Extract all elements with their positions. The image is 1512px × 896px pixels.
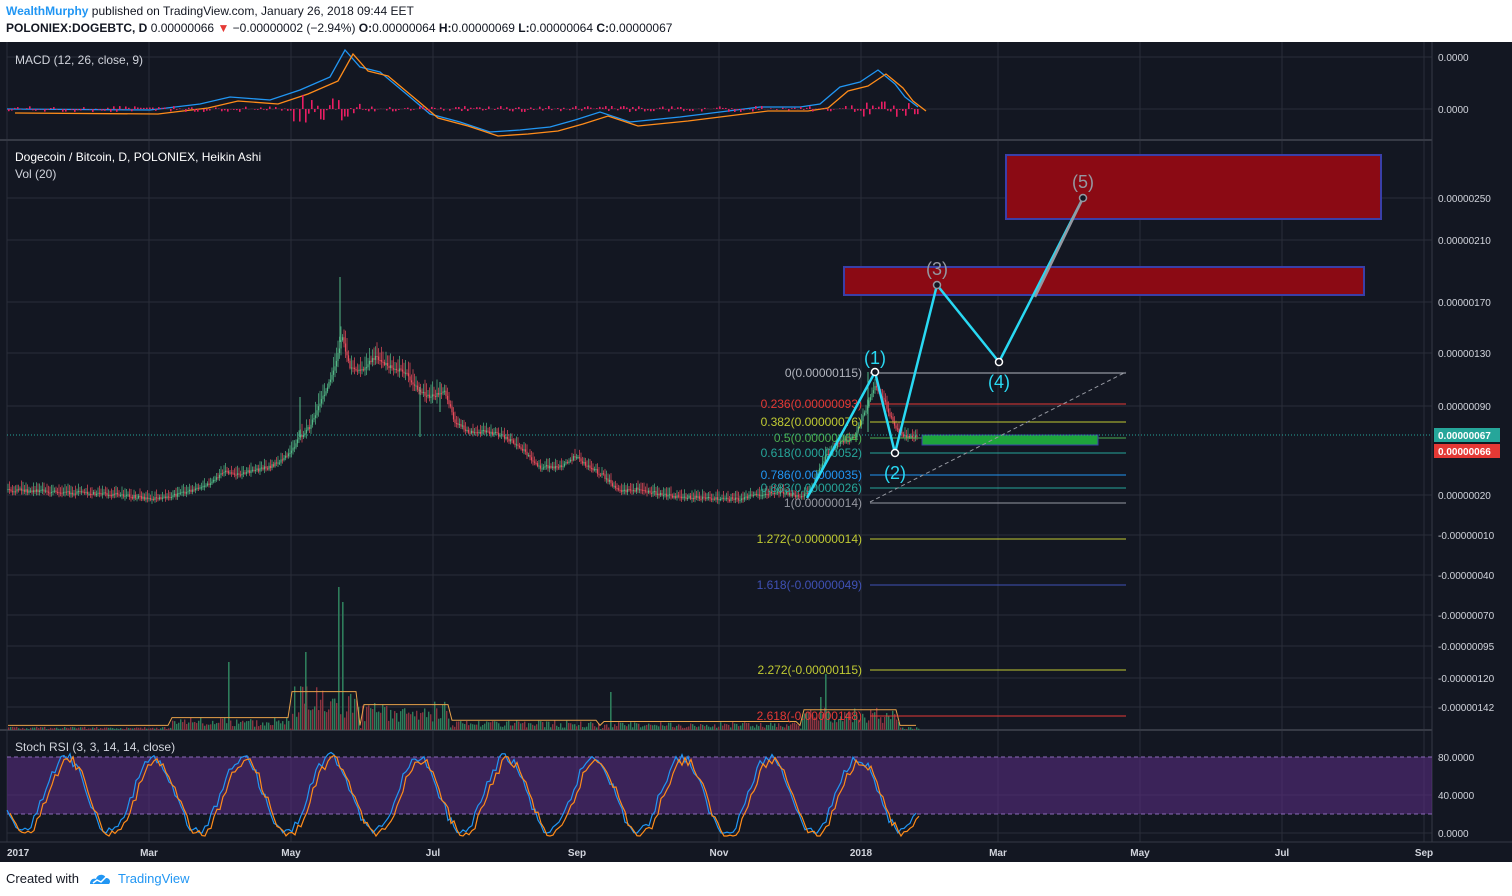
chart-canvas[interactable]: 0(0.00000115) 0.236(0.00000093) 0.382(0.00… — [0, 42, 1512, 862]
y-axis-label: -0.00000095 — [1438, 642, 1495, 653]
y-axis-label: 0.00000210 — [1438, 236, 1491, 247]
wave5-target-box[interactable] — [1005, 154, 1382, 220]
down-arrow-icon: ▼ — [217, 21, 230, 35]
y-axis-label: 0.00000130 — [1438, 349, 1491, 360]
macd-axis-label: 0.0000 — [1438, 105, 1469, 116]
close-value: 0.00000067 — [609, 21, 673, 35]
high-label: H: — [438, 21, 452, 35]
wave3-target-box[interactable] — [843, 266, 1365, 296]
x-axis-label: May — [281, 848, 301, 859]
x-axis-label: Jul — [426, 848, 441, 859]
price-tag-red-text: 0.00000066 — [1438, 447, 1491, 458]
stoch-axis-label: 80.0000 — [1438, 753, 1475, 764]
y-axis-label: 0.00000250 — [1438, 194, 1491, 205]
stoch-title: Stoch RSI (3, 3, 14, 14, close) — [15, 740, 175, 754]
x-axis-label: Mar — [989, 848, 1007, 859]
y-axis-label: 0.00000090 — [1438, 402, 1491, 413]
fib-level-label: 1.272(-0.00000014) — [757, 532, 862, 546]
publish-info: WealthMurphy published on TradingView.co… — [6, 4, 414, 18]
y-axis-label: 0.00000170 — [1438, 298, 1491, 309]
fib-level-label: 1.618(-0.00000049) — [757, 578, 862, 592]
wave-1-label: (1) — [864, 348, 886, 368]
x-axis-label: Jul — [1275, 848, 1290, 859]
published-text: published on TradingView.com, January 26… — [91, 4, 414, 18]
main-title: Dogecoin / Bitcoin, D, POLONIEX, Heikin … — [15, 150, 261, 164]
author-link[interactable]: WealthMurphy — [6, 4, 89, 18]
last-price: 0.00000066 — [150, 21, 215, 35]
stoch-axis-label: 40.0000 — [1438, 791, 1475, 802]
x-axis-label: May — [1130, 848, 1150, 859]
chart-header: WealthMurphy published on TradingView.co… — [0, 0, 1512, 42]
stoch-axis-label: 0.0000 — [1438, 829, 1469, 840]
y-axis-label: -0.00000120 — [1438, 674, 1495, 685]
tradingview-logo-icon[interactable] — [88, 870, 112, 886]
price-tag-red — [1434, 444, 1500, 458]
close-label: C: — [596, 21, 610, 35]
y-axis-label: -0.00000142 — [1438, 703, 1495, 714]
fib-level-label: 1(0.00000014) — [784, 496, 862, 510]
y-axis-label: -0.00000040 — [1438, 571, 1495, 582]
elliott-wave-path[interactable] — [805, 197, 1085, 499]
macd-title: MACD (12, 26, close, 9) — [15, 53, 143, 67]
y-axis-label: -0.00000070 — [1438, 611, 1495, 622]
tradingview-link[interactable]: TradingView — [118, 871, 190, 886]
volume-title: Vol (20) — [15, 167, 56, 181]
low-label: L: — [518, 21, 530, 35]
fib-level-label: 2.618(-0.00000148) — [757, 709, 862, 723]
support-box[interactable] — [921, 434, 1099, 446]
x-axis-label: 2017 — [7, 848, 30, 859]
y-axis-label: -0.00000010 — [1438, 531, 1495, 542]
wave-5-label: (5) — [1072, 172, 1094, 192]
x-axis-label: Mar — [140, 848, 158, 859]
fib-level-label: 0.236(0.00000093) — [761, 397, 862, 411]
wave-3-label: (3) — [926, 259, 948, 279]
stoch-band — [7, 757, 1432, 814]
x-axis-label: Sep — [1415, 848, 1433, 859]
x-axis-label: 2018 — [850, 848, 873, 859]
open-label: O: — [358, 21, 373, 35]
ohlc-info: POLONIEX:DOGEBTC, D 0.00000066 ▼ −0.0000… — [6, 21, 672, 35]
fib-level-label: 0.618(0.00000052) — [761, 446, 862, 460]
fib-level-label: 0.5(0.00000064) — [774, 431, 862, 445]
fib-level-label: 2.272(-0.00000115) — [757, 663, 862, 677]
wave-2-label: (2) — [884, 463, 906, 483]
created-with-text: Created with — [6, 871, 79, 886]
high-value: 0.00000069 — [451, 21, 515, 35]
trend-line[interactable] — [869, 371, 1127, 503]
wave-4-label: (4) — [988, 372, 1010, 392]
price-change: −0.00000002 (−2.94%) — [232, 21, 356, 35]
price-tag-green-text: 0.00000067 — [1438, 431, 1491, 442]
open-value: 0.00000064 — [372, 21, 436, 35]
x-axis-label: Sep — [568, 848, 586, 859]
fib-level-label: 0(0.00000115) — [785, 366, 862, 380]
fib-level-label: 0.786(0.00000035) — [761, 468, 862, 482]
x-axis-label: Nov — [710, 848, 729, 859]
macd-axis-label: 0.0000 — [1438, 53, 1469, 64]
low-value: 0.00000064 — [529, 21, 594, 35]
chart-area[interactable]: 0(0.00000115) 0.236(0.00000093) 0.382(0.00… — [0, 42, 1512, 862]
y-axis-label: 0.00000020 — [1438, 491, 1491, 502]
footer: Created with TradingView — [0, 862, 1512, 896]
price-tag-green — [1434, 428, 1500, 442]
fib-level-label: 0.382(0.00000076) — [761, 415, 862, 429]
symbol-label: POLONIEX:DOGEBTC, D — [6, 21, 148, 35]
